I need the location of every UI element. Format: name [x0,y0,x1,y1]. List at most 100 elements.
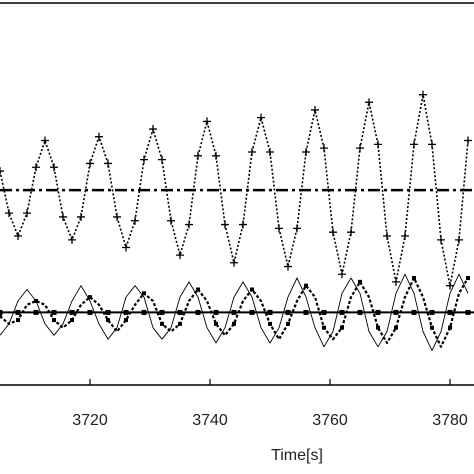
series-line [0,273,469,352]
plus-marker [401,232,409,241]
square-marker [142,291,146,296]
square-marker [70,318,74,323]
plus-marker [419,90,427,99]
reference-marker [303,309,309,315]
x-tick-label: 3780 [432,412,468,429]
square-marker [232,321,236,326]
plus-marker [113,212,121,221]
plus-marker [347,228,355,237]
reference-marker [177,309,183,315]
plus-marker [68,235,76,244]
reference-marker [105,309,111,315]
plus-marker [365,98,373,107]
reference-marker [123,309,129,315]
square-marker [286,321,290,326]
square-marker [124,318,128,323]
square-marker [178,321,182,326]
plus-marker [167,216,175,225]
reference-marker [375,309,381,315]
plus-marker [374,140,382,149]
plus-marker [95,132,103,141]
x-tick-label: 3760 [312,412,348,429]
reference-marker [195,309,201,315]
reference-marker [0,309,3,315]
square-marker [214,321,218,326]
square-marker [268,321,272,326]
plus-marker [230,258,238,267]
plus-marker [86,159,94,168]
plus-marker [14,232,22,241]
plus-marker [356,144,364,153]
x-tick-label: 3740 [192,412,228,429]
plus-marker [149,125,157,134]
reference-marker [393,309,399,315]
square-marker [250,287,254,292]
plus-marker [194,151,202,160]
plus-marker [266,147,274,156]
plus-marker [239,220,247,229]
square-marker [394,325,398,330]
reference-marker [159,309,165,315]
square-marker [0,314,2,319]
plus-marker [320,144,328,153]
square-marker [88,295,92,300]
plus-marker [50,163,58,172]
plus-marker [392,277,400,286]
plus-marker [185,220,193,229]
plus-marker [158,155,166,164]
square-marker [358,279,362,284]
square-marker [52,318,56,323]
plus-marker [293,224,301,233]
square-marker [16,318,20,323]
reference-marker [447,309,453,315]
square-marker [34,298,38,303]
square-marker [430,325,434,330]
square-marker [160,321,164,326]
plus-marker [455,235,463,244]
reference-marker [411,309,417,315]
reference-marker [339,309,345,315]
reference-marker [69,309,75,315]
plus-marker [329,228,337,237]
square-marker [196,287,200,292]
plus-marker [212,151,220,160]
plus-marker [221,220,229,229]
plot-frame [0,2,474,386]
reference-marker [87,309,93,315]
series-line [0,276,469,348]
plus-marker [284,262,292,271]
plus-marker [446,281,454,290]
plus-marker [176,251,184,260]
reference-marker [33,309,39,315]
square-marker [412,276,416,281]
square-marker [340,325,344,330]
reference-marker [285,309,291,315]
plus-marker [275,224,283,233]
plus-marker [77,212,85,221]
plus-marker [437,235,445,244]
plus-marker [0,167,4,176]
plus-marker [32,163,40,172]
square-marker [466,276,470,281]
plus-marker [59,212,67,221]
plus-marker [140,155,148,164]
square-marker [106,318,110,323]
plus-marker [302,147,310,156]
reference-marker [249,309,255,315]
reference-marker [429,309,435,315]
reference-marker [51,309,57,315]
plus-marker [248,147,256,156]
plus-marker [131,216,139,225]
plus-marker [428,140,436,149]
plus-marker [23,209,31,218]
plus-marker [41,136,49,145]
square-marker [376,325,380,330]
plus-marker [257,113,265,122]
x-tick-label: 3720 [72,412,108,429]
reference-marker [465,309,471,315]
reference-marker [321,309,327,315]
reference-marker [213,309,219,315]
plus-marker [104,159,112,168]
plus-marker [122,243,130,252]
plus-marker [5,209,13,218]
